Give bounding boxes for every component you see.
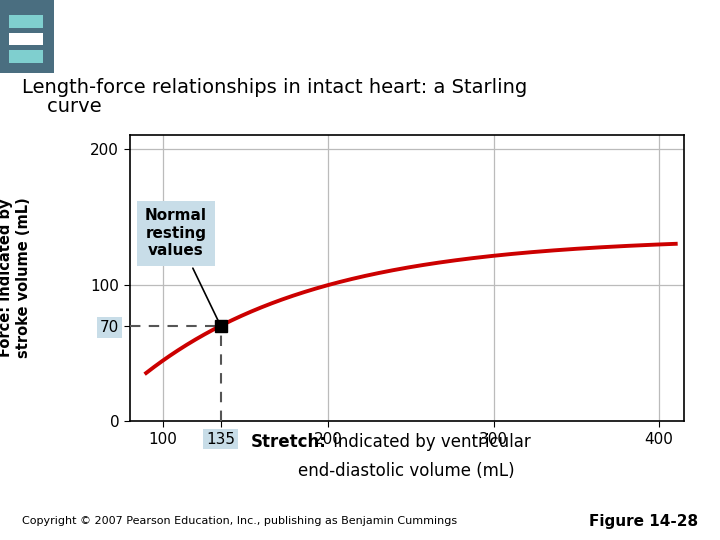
- Text: Normal
resting
values: Normal resting values: [145, 208, 220, 323]
- Text: indicated by ventricular: indicated by ventricular: [328, 433, 531, 451]
- Text: Stroke Volume: Stroke Volume: [65, 23, 294, 50]
- Text: Length-force relationships in intact heart: a Starling: Length-force relationships in intact hea…: [22, 78, 527, 97]
- Text: Figure 14-28: Figure 14-28: [589, 514, 698, 529]
- Bar: [9, 50, 43, 63]
- Bar: [0, 0, 54, 73]
- Bar: [9, 33, 43, 45]
- Bar: [9, 15, 43, 28]
- Text: end-diastolic volume (mL): end-diastolic volume (mL): [299, 462, 515, 480]
- Text: Copyright © 2007 Pearson Education, Inc., publishing as Benjamin Cummings: Copyright © 2007 Pearson Education, Inc.…: [22, 516, 456, 526]
- Text: Stretch:: Stretch:: [251, 433, 326, 451]
- Text: curve: curve: [22, 97, 102, 116]
- Text: Force: indicated by
stroke volume (mL): Force: indicated by stroke volume (mL): [0, 198, 30, 359]
